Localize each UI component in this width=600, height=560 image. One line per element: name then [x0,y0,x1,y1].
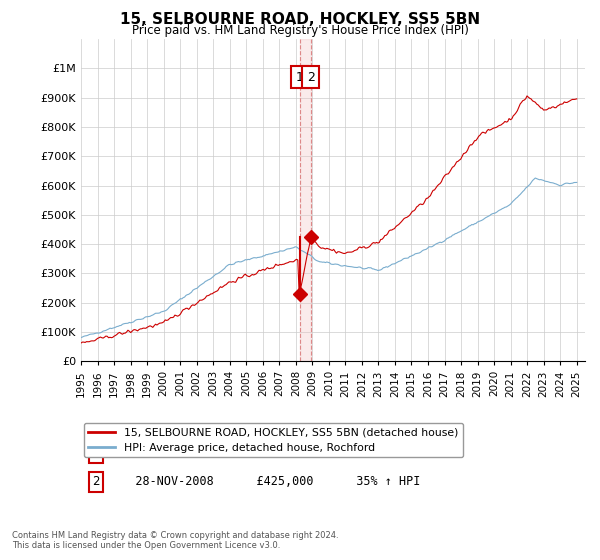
Legend: 15, SELBOURNE ROAD, HOCKLEY, SS5 5BN (detached house), HPI: Average price, detac: 15, SELBOURNE ROAD, HOCKLEY, SS5 5BN (de… [84,423,463,457]
Text: 1: 1 [296,71,304,84]
Text: 28-MAR-2008      £230,000      32% ↓ HPI: 28-MAR-2008 £230,000 32% ↓ HPI [114,446,420,459]
Text: 28-NOV-2008      £425,000      35% ↑ HPI: 28-NOV-2008 £425,000 35% ↑ HPI [114,475,420,488]
Text: Price paid vs. HM Land Registry's House Price Index (HPI): Price paid vs. HM Land Registry's House … [131,24,469,37]
Bar [299,39,311,361]
Text: 2: 2 [92,475,100,488]
Text: Contains HM Land Registry data © Crown copyright and database right 2024.
This d: Contains HM Land Registry data © Crown c… [12,530,338,550]
Text: 2: 2 [307,71,314,84]
Text: 15, SELBOURNE ROAD, HOCKLEY, SS5 5BN: 15, SELBOURNE ROAD, HOCKLEY, SS5 5BN [120,12,480,27]
Text: 1: 1 [92,446,100,459]
